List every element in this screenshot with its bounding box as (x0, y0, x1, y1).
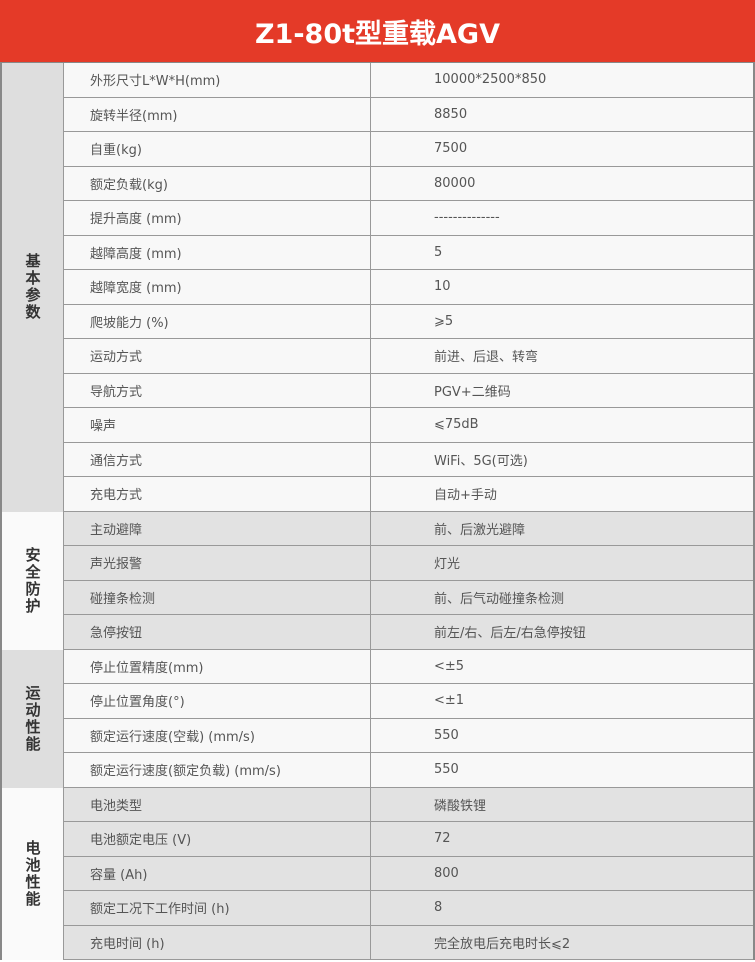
table-row: 自重(kg) 7500 (64, 132, 753, 167)
spec-value: <±5 (434, 658, 465, 674)
spec-group: 基本参数 外形尺寸L*W*H(mm) 10000*2500*850 旋转半径(mm) 8… (0, 63, 755, 512)
table-row: 噪声 ⩽75dB (64, 408, 753, 443)
spec-name: 主动避障 (64, 511, 371, 545)
table-row: 额定运行速度(额定负载) (mm/s) 550 (64, 753, 753, 788)
table-row: 停止位置角度(°) <±1 (64, 684, 753, 719)
spec-value: 前、后气动碰撞条检测 (434, 591, 565, 607)
spec-value: 前进、后退、转弯 (434, 350, 539, 366)
spec-name: 旋转半径(mm) (64, 97, 371, 131)
spec-value: 10 (434, 279, 451, 295)
spec-name: 额定工况下工作时间 (h) (64, 891, 371, 925)
table-row: 容量 (Ah) 800 (64, 856, 753, 891)
spec-value: 磷酸铁锂 (434, 798, 487, 814)
spec-value: PGV+二维码 (434, 384, 511, 400)
table-row: 电池类型 磷酸铁锂 (64, 787, 753, 822)
spec-name: 停止位置精度(mm) (64, 649, 371, 683)
spec-value: 80000 (434, 175, 476, 191)
spec-value: 8850 (434, 106, 468, 122)
spec-group: 电池性能 电池类型 磷酸铁锂电池额定电压 (V) 72 容量 (Ah) 800 额定工况下工… (0, 787, 755, 960)
spec-name: 额定运行速度(额定负载) (mm/s) (64, 753, 371, 787)
spec-name: 爬坡能力 (%) (64, 304, 371, 338)
spec-value: WiFi、5G(可选) (434, 453, 528, 469)
table-row: 额定运行速度(空载) (mm/s) 550 (64, 718, 753, 753)
spec-group: 运动性能 停止位置精度(mm) <±5 停止位置角度(°) <±1 额定运行速度(空载) … (0, 649, 755, 788)
table-row: 提升高度 (mm) -------------- (64, 201, 753, 236)
table-row: 急停按钮 前左/右、后左/右急停按钮 (64, 615, 753, 650)
spec-value: 完全放电后充电时长⩽2 (434, 936, 571, 952)
group-label: 基本参数 (2, 63, 64, 512)
spec-group: 安全防护 主动避障 前、后激光避障声光报警 灯光碰撞条检测 前、后气动碰撞条检测急停按钮… (0, 511, 755, 650)
group-label: 电池性能 (2, 787, 64, 960)
table-row: 导航方式 PGV+二维码 (64, 373, 753, 408)
spec-name: 容量 (Ah) (64, 856, 371, 890)
spec-name: 运动方式 (64, 339, 371, 373)
spec-name: 额定运行速度(空载) (mm/s) (64, 718, 371, 752)
table-row: 主动避障 前、后激光避障 (64, 511, 753, 546)
spec-value: -------------- (434, 210, 500, 226)
table-row: 充电方式 自动+手动 (64, 477, 753, 512)
spec-value: 72 (434, 831, 451, 847)
spec-name: 额定负载(kg) (64, 166, 371, 200)
table-row: 充电时间 (h) 完全放电后充电时长⩽2 (64, 925, 753, 960)
table-row: 运动方式 前进、后退、转弯 (64, 339, 753, 374)
spec-value: 7500 (434, 141, 468, 157)
spec-name: 声光报警 (64, 546, 371, 580)
spec-value: 前左/右、后左/右急停按钮 (434, 626, 586, 642)
table-row: 碰撞条检测 前、后气动碰撞条检测 (64, 580, 753, 615)
spec-name: 提升高度 (mm) (64, 201, 371, 235)
spec-name: 急停按钮 (64, 615, 371, 649)
table-row: 外形尺寸L*W*H(mm) 10000*2500*850 (64, 63, 753, 98)
table-row: 越障高度 (mm) 5 (64, 235, 753, 270)
table-row: 声光报警 灯光 (64, 546, 753, 581)
spec-name: 充电方式 (64, 477, 371, 511)
group-label: 运动性能 (2, 649, 64, 788)
spec-name: 越障高度 (mm) (64, 235, 371, 269)
spec-name: 充电时间 (h) (64, 925, 371, 959)
spec-table: 基本参数 外形尺寸L*W*H(mm) 10000*2500*850 旋转半径(mm) 8… (0, 63, 755, 960)
spec-name: 通信方式 (64, 442, 371, 476)
table-row: 停止位置精度(mm) <±5 (64, 649, 753, 684)
spec-value: 10000*2500*850 (434, 72, 547, 88)
table-row: 通信方式 WiFi、5G(可选) (64, 442, 753, 477)
spec-value: <±1 (434, 693, 465, 709)
spec-name: 碰撞条检测 (64, 580, 371, 614)
spec-value: 灯光 (434, 557, 461, 573)
spec-name: 越障宽度 (mm) (64, 270, 371, 304)
table-row: 旋转半径(mm) 8850 (64, 97, 753, 132)
spec-value: 800 (434, 865, 459, 881)
spec-value: 8 (434, 900, 443, 916)
spec-name: 停止位置角度(°) (64, 684, 371, 718)
spec-name: 电池类型 (64, 787, 371, 821)
spec-value: 5 (434, 244, 443, 260)
spec-value: 550 (434, 762, 459, 778)
spec-name: 噪声 (64, 408, 371, 442)
spec-value: ⩽75dB (434, 417, 479, 433)
spec-name: 导航方式 (64, 373, 371, 407)
table-row: 爬坡能力 (%) ⩾5 (64, 304, 753, 339)
group-label: 安全防护 (2, 511, 64, 650)
spec-value: 550 (434, 727, 459, 743)
spec-name: 外形尺寸L*W*H(mm) (64, 63, 371, 97)
page-title: Z1-80t型重载AGV (0, 0, 755, 63)
spec-value: ⩾5 (434, 313, 454, 329)
table-row: 额定工况下工作时间 (h) 8 (64, 891, 753, 926)
table-row: 越障宽度 (mm) 10 (64, 270, 753, 305)
spec-value: 前、后激光避障 (434, 522, 526, 538)
spec-value: 自动+手动 (434, 488, 497, 504)
spec-name: 自重(kg) (64, 132, 371, 166)
table-row: 电池额定电压 (V) 72 (64, 822, 753, 857)
spec-name: 电池额定电压 (V) (64, 822, 371, 856)
table-row: 额定负载(kg) 80000 (64, 166, 753, 201)
